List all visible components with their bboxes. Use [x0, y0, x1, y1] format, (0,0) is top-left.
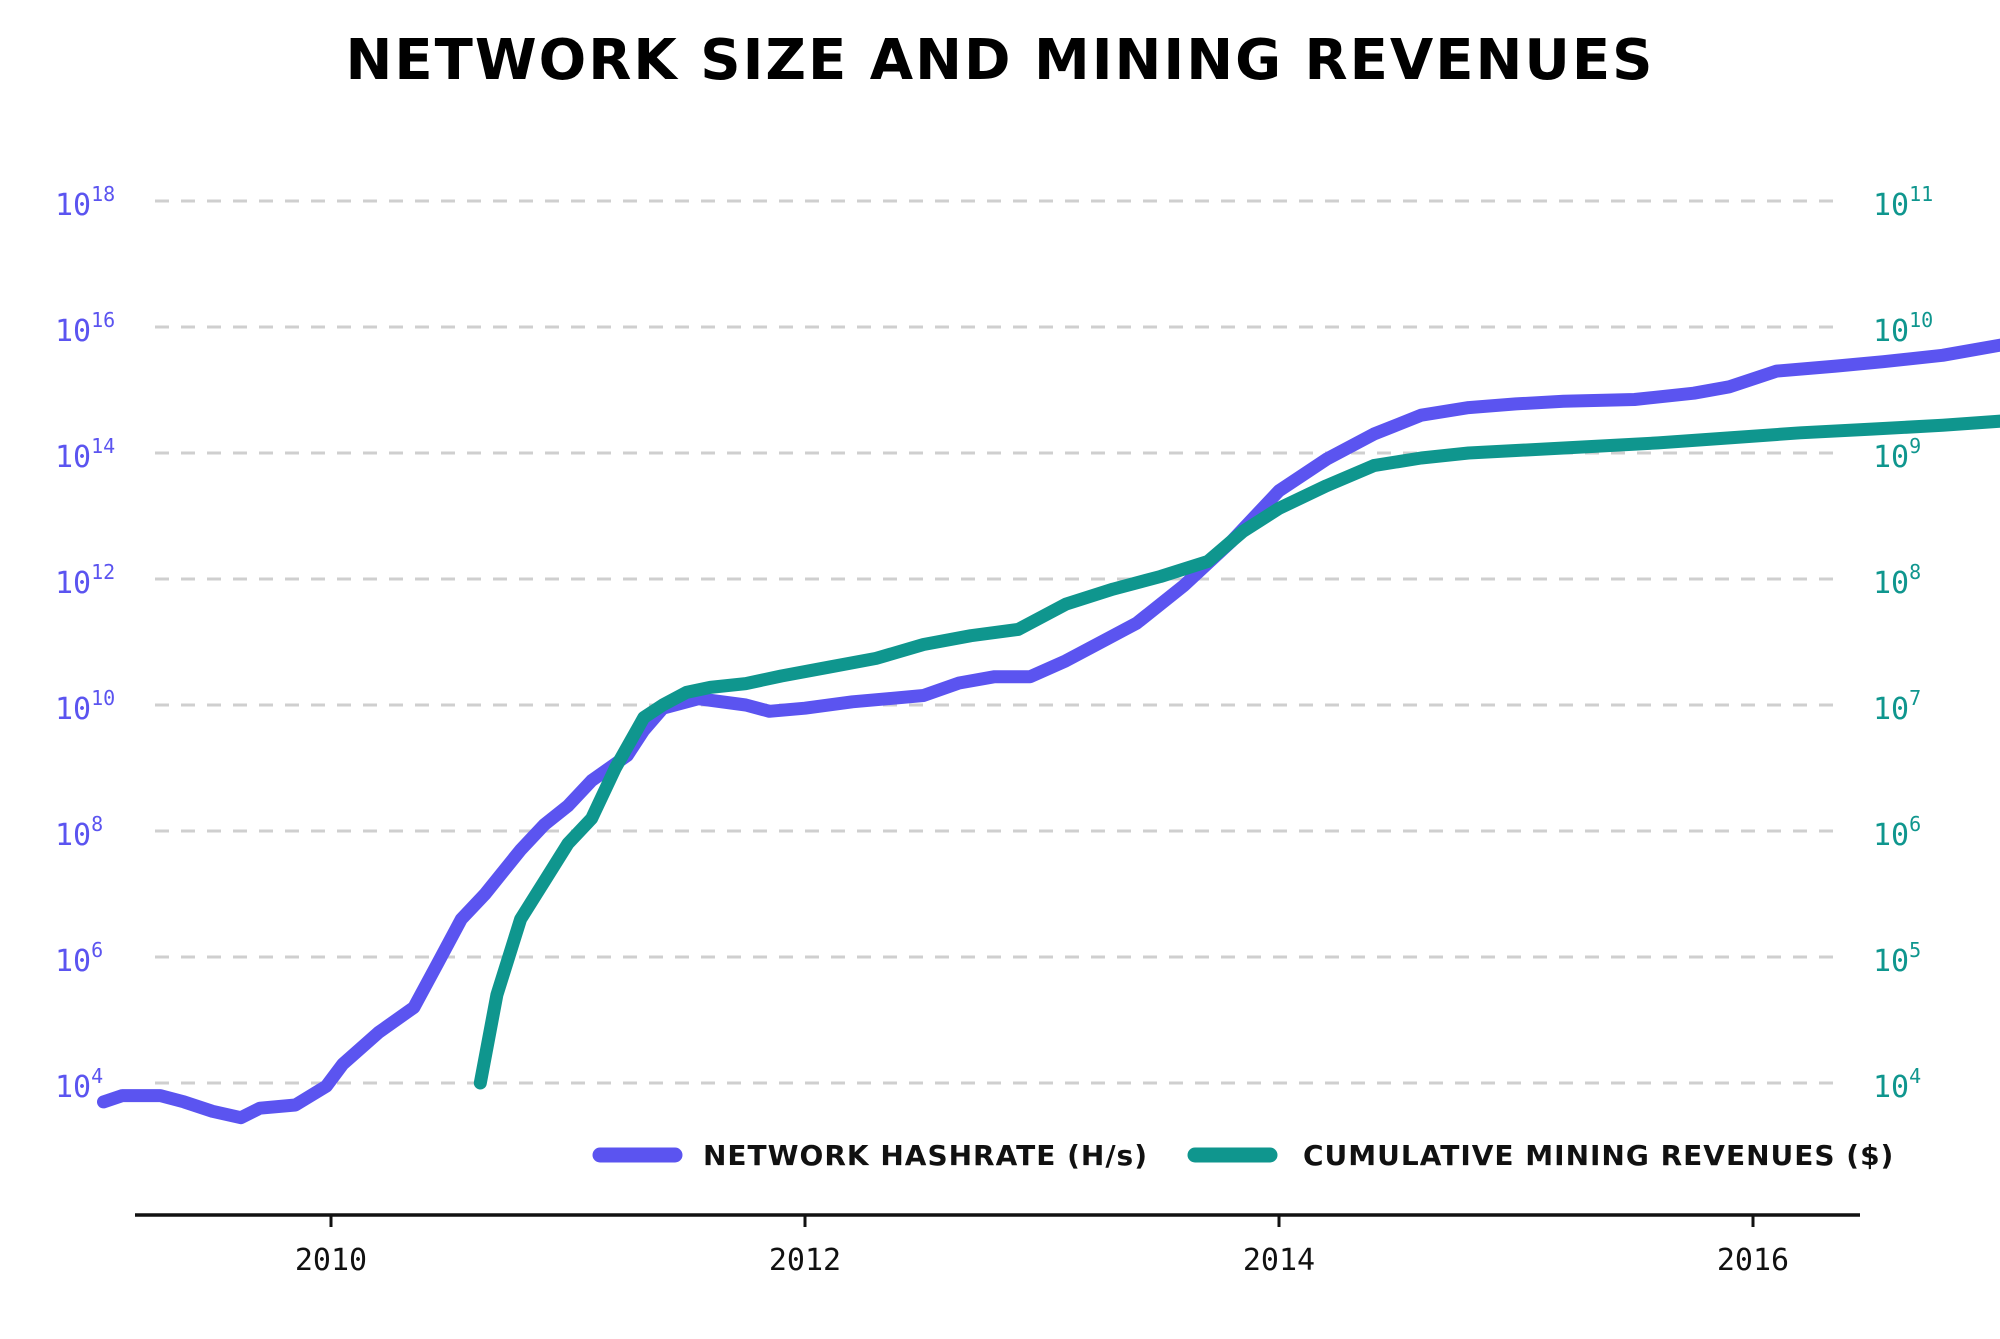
y-left-tick-label: 1018	[55, 182, 115, 223]
y-right-tick-label: 104	[1873, 1064, 1921, 1105]
y-left-tick-label: 1016	[55, 308, 115, 349]
y-left-tick-label: 104	[55, 1064, 103, 1105]
y-left-tick-exponent: 6	[91, 938, 103, 962]
y-right-tick-label: 1011	[1873, 182, 1933, 223]
y-left-tick-exponent: 18	[91, 182, 115, 206]
y-right-tick-exponent: 7	[1909, 686, 1921, 710]
y-right-tick-exponent: 6	[1909, 812, 1921, 836]
y-right-tick-exponent: 8	[1909, 560, 1921, 584]
y-left-tick-exponent: 16	[91, 308, 115, 332]
y-right-tick-label: 1010	[1873, 308, 1933, 349]
y-right-tick-label: 109	[1873, 434, 1921, 475]
chart-title: NETWORK SIZE AND MINING REVENUES	[0, 28, 2000, 93]
y-left-tick-label: 106	[55, 938, 103, 979]
y-left-tick-exponent: 10	[91, 686, 115, 710]
x-tick-label: 2012	[769, 1243, 841, 1278]
legend-label: NETWORK HASHRATE (H/s)	[703, 1139, 1148, 1172]
y-right-tick-exponent: 4	[1909, 1064, 1921, 1088]
x-tick-label: 2010	[295, 1243, 367, 1278]
y-left-tick-label: 1010	[55, 686, 115, 727]
x-tick-label: 2014	[1243, 1243, 1315, 1278]
y-right-tick-exponent: 9	[1909, 434, 1921, 458]
legend-label: CUMULATIVE MINING REVENUES ($)	[1303, 1139, 1894, 1172]
y-left-tick-exponent: 4	[91, 1064, 103, 1088]
y-right-tick-label: 108	[1873, 560, 1921, 601]
x-tick-label: 2016	[1717, 1243, 1789, 1278]
y-right-tick-label: 105	[1873, 938, 1921, 979]
series-line-hashrate	[104, 226, 2000, 1117]
y-right-tick-exponent: 10	[1909, 308, 1933, 332]
series-line-revenues	[480, 287, 2000, 1083]
y-right-tick-exponent: 11	[1909, 182, 1933, 206]
y-right-tick-exponent: 5	[1909, 938, 1921, 962]
y-left-tick-label: 1014	[55, 434, 115, 475]
y-left-tick-exponent: 14	[91, 434, 115, 458]
y-left-tick-exponent: 8	[91, 812, 103, 836]
y-left-tick-label: 108	[55, 812, 103, 853]
y-left-tick-label: 1012	[55, 560, 115, 601]
y-right-tick-label: 107	[1873, 686, 1921, 727]
y-right-tick-label: 106	[1873, 812, 1921, 853]
y-left-tick-exponent: 12	[91, 560, 115, 584]
